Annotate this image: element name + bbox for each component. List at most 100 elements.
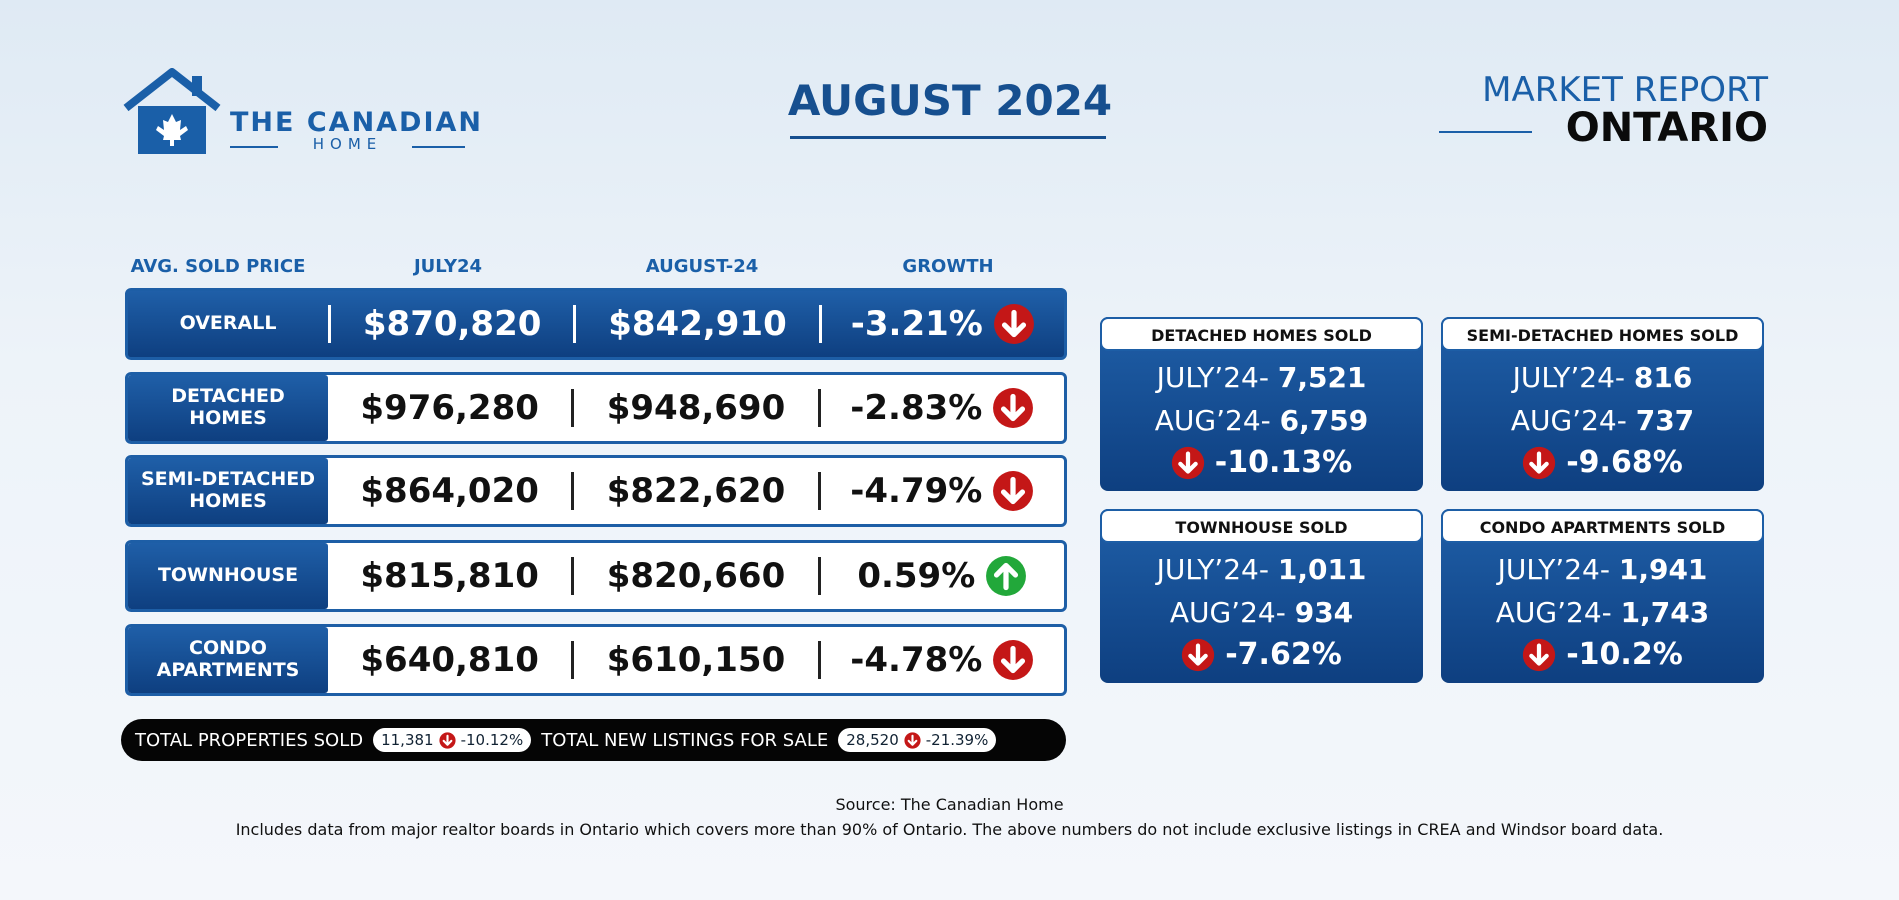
divider [790,136,1106,139]
up-arrow [985,555,1027,597]
table-row: CONDO APARTMENTS $640,810 $610,150 -4.78… [125,624,1067,696]
totals-value: 28,520 [846,731,899,749]
row-label: OVERALL [128,291,328,357]
cell: $948,690 [606,388,786,428]
card-change-row: -10.2% [1441,637,1764,672]
separator [817,640,821,680]
card-value: 737 [1635,404,1695,437]
cell: 0.59% [857,556,976,596]
down-arrow [1522,638,1556,672]
footnote: Includes data from major realtor boards … [235,820,1664,839]
card-label: AUG’24- [1495,596,1612,629]
region: ONTARIO [1565,105,1768,151]
down-arrow [439,732,456,749]
cell: $864,020 [360,471,539,511]
separator [571,471,575,511]
cell: $815,810 [360,556,539,596]
cell: $976,280 [360,388,539,428]
card-change-row: -9.68% [1441,445,1764,480]
card: CONDO APARTMENTS SOLD JULY’24- 1,941 AUG’2… [1441,509,1764,683]
totals-label: TOTAL PROPERTIES SOLD [135,729,364,751]
card-title: DETACHED HOMES SOLD [1100,317,1423,351]
growth-cell: 0.59% [821,543,1064,609]
card-value: 816 [1633,361,1693,394]
separator [817,388,821,428]
separator [573,304,577,344]
column-header: AUGUST-24 [645,256,759,277]
separator [817,471,821,511]
source: Source: The Canadian Home [835,795,1064,814]
totals-bar: TOTAL PROPERTIES SOLD 11,381 -10.12% TOTA… [121,719,1066,761]
card-label: JULY’24- [1497,553,1610,586]
cell: -4.78% [850,640,983,680]
row-label: TOWNHOUSE [128,543,328,609]
table-row: SEMI-DETACHED HOMES $864,020 $822,620 -4… [125,455,1067,527]
row-label: DETACHED HOMES [128,375,328,441]
card-change-row: -7.62% [1100,637,1423,672]
totals-pill: 28,520 -21.39% [838,728,997,752]
card-label: AUG’24- [1510,404,1627,437]
growth-cell: -2.83% [821,375,1064,441]
card: DETACHED HOMES SOLD JULY’24- 7,521 AUG’24-… [1100,317,1423,491]
row-label: SEMI-DETACHED HOMES [128,458,328,524]
separator [571,640,575,680]
card-label: JULY’24- [1156,361,1269,394]
card-value: 1,011 [1277,553,1367,586]
card-label: AUG’24- [1154,404,1271,437]
card-value: 6,759 [1279,404,1369,437]
down-arrow [993,303,1035,345]
totals-value: 11,381 [381,731,434,749]
card-line: AUG’24- 737 [1441,404,1764,437]
down-arrow [992,639,1034,681]
card-line: AUG’24- 934 [1100,596,1423,629]
totals-change: -10.12% [460,731,524,749]
cell: $640,810 [360,640,539,680]
card-line: JULY’24- 1,011 [1100,553,1423,586]
card-change-row: -10.13% [1100,445,1423,480]
logo [123,68,221,154]
separator [571,556,575,596]
growth-cell: -4.78% [821,627,1064,693]
growth-cell: -3.21% [822,291,1064,357]
brand: THE CANADIAN [230,107,484,138]
table-row: OVERALL $870,820 $842,910 -3.21% [125,288,1067,360]
card: TOWNHOUSE SOLD JULY’24- 1,011 AUG’24- 934 -… [1100,509,1423,683]
title: AUGUST 2024 [787,76,1113,125]
column-header: GROWTH [902,256,994,277]
card-change: -10.2% [1566,637,1683,672]
separator [818,304,822,344]
brand-sub: HOME [312,135,383,153]
cell: $870,820 [362,304,542,344]
card-title: TOWNHOUSE SOLD [1100,509,1423,543]
table-row: TOWNHOUSE $815,810 $820,660 0.59% [125,540,1067,612]
card-label: AUG’24- [1169,596,1286,629]
divider [230,146,278,148]
card-title: CONDO APARTMENTS SOLD [1441,509,1764,543]
down-arrow [904,732,921,749]
column-header: AVG. SOLD PRICE [130,256,306,277]
card-change: -9.68% [1566,445,1683,480]
card-label: JULY’24- [1156,553,1269,586]
card-line: AUG’24- 1,743 [1441,596,1764,629]
card-value: 1,941 [1618,553,1708,586]
card-line: JULY’24- 1,941 [1441,553,1764,586]
card-change: -10.13% [1214,445,1353,480]
divider [412,146,465,148]
card-title: SEMI-DETACHED HOMES SOLD [1441,317,1764,351]
cell: $610,150 [606,640,786,680]
down-arrow [992,387,1034,429]
cell: -3.21% [850,304,983,344]
card-line: AUG’24- 6,759 [1100,404,1423,437]
card-line: JULY’24- 7,521 [1100,361,1423,394]
cell: $842,910 [608,304,787,344]
card-label: JULY’24- [1512,361,1625,394]
cell: $820,660 [606,556,786,596]
report-label: MARKET REPORT [1482,70,1768,110]
card-value: 1,743 [1620,596,1710,629]
divider [1439,131,1532,133]
separator [328,304,331,344]
down-arrow [1171,446,1205,480]
card-change: -7.62% [1225,637,1342,672]
growth-cell: -4.79% [821,458,1064,524]
